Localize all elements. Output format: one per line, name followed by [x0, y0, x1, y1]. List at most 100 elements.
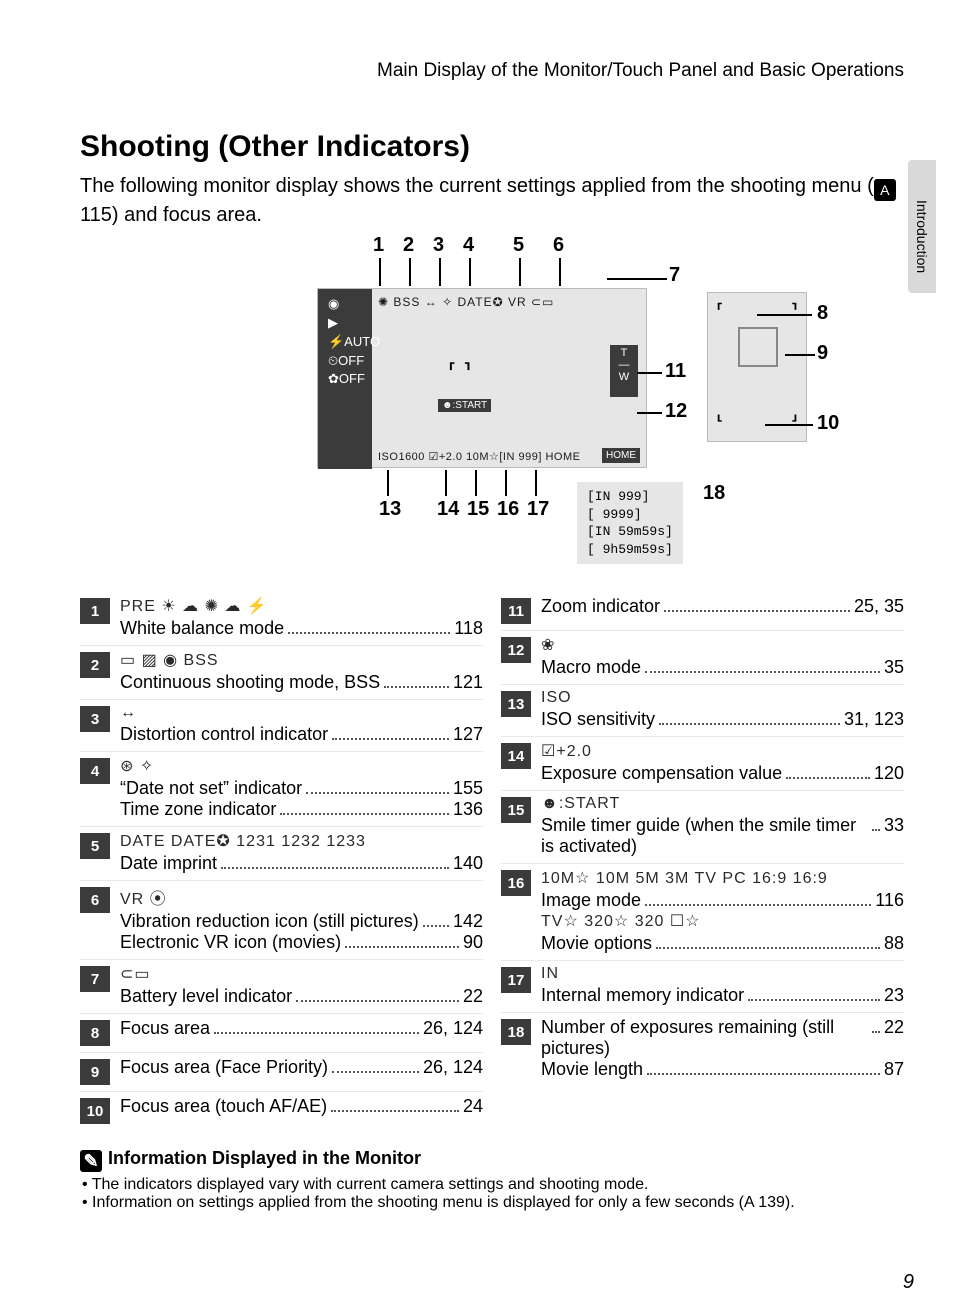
legend-body: Number of exposures remaining (still pic… — [541, 1017, 904, 1080]
callout-10: 10 — [817, 412, 839, 435]
legend-body: ⊂▭Battery level indicator22 — [120, 964, 483, 1007]
legend-body: ↔Distortion control indicator127 — [120, 704, 483, 745]
footer-heading-text: Information Displayed in the Monitor — [108, 1148, 421, 1168]
callout-13: 13 — [379, 498, 401, 521]
section-tab: Introduction — [908, 160, 936, 293]
legend-entry: Date imprint140 — [120, 853, 483, 874]
legend-row-16: 1610M☆ 10M 5M 3M TV PC 16:9 16:9Image mo… — [501, 863, 904, 960]
legend-number: 11 — [501, 598, 531, 624]
leader-dots — [656, 947, 880, 949]
note-icon: ✎ — [80, 1150, 102, 1172]
zoom-control: T—W — [610, 345, 638, 397]
callout-12: 12 — [665, 400, 687, 423]
monitor-diagram: 123456 ◉ ▶ ⚡AUTO ⏲OFF ✿OFF ✺ BSS ↔ ✧ DAT… — [117, 242, 867, 582]
home-button-icon: HOME — [602, 448, 640, 463]
remaining-exposures-block: [IN 999][ 9999][IN 59m59s][ 9h59m59s] — [577, 482, 683, 564]
callout-15: 15 — [467, 498, 489, 521]
footer-heading: ✎ Information Displayed in the Monitor — [80, 1148, 904, 1172]
legend-body: Focus area26, 124 — [120, 1018, 483, 1039]
legend-page-ref: 120 — [874, 763, 904, 784]
lcd-panel: ◉ ▶ ⚡AUTO ⏲OFF ✿OFF ✺ BSS ↔ ✧ DATE✪ VR ⊂… — [317, 288, 647, 468]
lcd-bottom-readout: ISO1600 ☑+2.0 10M☆[IN 999] HOME — [378, 450, 580, 463]
legend-row-3: 3 ↔Distortion control indicator127 — [80, 699, 483, 751]
callout-14: 14 — [437, 498, 459, 521]
legend-row-1: 1 PRE ☀ ☁ ✺ ☁ ⚡White balance mode118 — [80, 592, 483, 645]
legend-number: 10 — [80, 1098, 110, 1124]
bracket-bl: ⸤ — [716, 400, 724, 425]
legend-page-ref: 87 — [884, 1059, 904, 1080]
leader-dots — [645, 671, 880, 673]
callout-8: 8 — [817, 302, 828, 325]
callout-3: 3 — [433, 234, 444, 257]
legend-icons: ⊂▭ — [120, 964, 483, 984]
intro-text: The following monitor display shows the … — [80, 172, 904, 230]
legend-label: Zoom indicator — [541, 596, 660, 617]
leader-dots — [872, 829, 880, 831]
legend-label: White balance mode — [120, 618, 284, 639]
breadcrumb-header: Main Display of the Monitor/Touch Panel … — [377, 60, 904, 82]
face-priority-box — [738, 327, 778, 367]
footer-bullet: • The indicators displayed vary with cur… — [80, 1176, 904, 1194]
legend-entry: Continuous shooting mode, BSS 121 — [120, 672, 483, 693]
legend-entry: Battery level indicator22 — [120, 986, 483, 1007]
legend-icons: ⊛ ✧ — [120, 756, 483, 776]
legend-body: ❀Macro mode35 — [541, 635, 904, 678]
legend-page-ref: 90 — [463, 932, 483, 953]
legend-label: Number of exposures remaining (still pic… — [541, 1017, 868, 1059]
legend-entry: Macro mode35 — [541, 657, 904, 678]
legend-page-ref: 121 — [453, 672, 483, 693]
legend-label: Movie options — [541, 933, 652, 954]
legend-body: ☑+2.0Exposure compensation value120 — [541, 741, 904, 784]
legend-entry: White balance mode118 — [120, 618, 483, 639]
legend-entry: Smile timer guide (when the smile timer … — [541, 815, 904, 857]
legend-body: Zoom indicator25, 35 — [541, 596, 904, 617]
legend-label: Internal memory indicator — [541, 985, 744, 1006]
legend-number: 15 — [501, 797, 531, 823]
legend-page-ref: 26, 124 — [423, 1018, 483, 1039]
legend-row-13: 13ISOISO sensitivity31, 123 — [501, 684, 904, 736]
legend-icons: ISO — [541, 689, 904, 707]
legend-number: 1 — [80, 598, 110, 624]
legend-label: “Date not set” indicator — [120, 778, 302, 799]
legend-page-ref: 127 — [453, 724, 483, 745]
footer-bullet: • Information on settings applied from t… — [80, 1194, 904, 1212]
callout-2: 2 — [403, 234, 414, 257]
callout-11: 11 — [665, 360, 686, 383]
legend-body: 10M☆ 10M 5M 3M TV PC 16:9 16:9Image mode… — [541, 868, 904, 954]
legend-page-ref: 22 — [884, 1017, 904, 1038]
leader-dots — [384, 686, 449, 688]
leader-dots — [872, 1031, 880, 1033]
legend-row-12: 12 ❀Macro mode35 — [501, 630, 904, 684]
legend-number: 4 — [80, 758, 110, 784]
legend-number: 17 — [501, 967, 531, 993]
legend-label: Vibration reduction icon (still pictures… — [120, 911, 419, 932]
legend-entry: Movie options88 — [541, 933, 904, 954]
legend-entry: Image mode116 — [541, 890, 904, 911]
lcd-mode-icons: ◉ ▶ ⚡AUTO ⏲OFF ✿OFF — [328, 295, 380, 389]
remaining-line: [IN 999] — [587, 488, 673, 506]
intro-a: The following monitor display shows the … — [80, 175, 874, 197]
legend-label: Image mode — [541, 890, 641, 911]
legend-row-15: 15 ☻:STARTSmile timer guide (when the smi… — [501, 790, 904, 863]
bracket-tr: ⸣ — [790, 299, 798, 324]
legend-row-8: 8Focus area26, 124 — [80, 1013, 483, 1052]
legend-label: Continuous shooting mode, BSS — [120, 672, 380, 693]
legend-page-ref: 35 — [884, 657, 904, 678]
legend-entry: Electronic VR icon (movies) 90 — [120, 932, 483, 953]
legend-number: 3 — [80, 706, 110, 732]
legend-label: Electronic VR icon (movies) — [120, 932, 341, 953]
legend-label: ISO sensitivity — [541, 709, 655, 730]
legend-number: 12 — [501, 637, 531, 663]
legend-left-column: 1PRE ☀ ☁ ✺ ☁ ⚡White balance mode1182▭ ▨ … — [80, 592, 483, 1130]
legend-entry: Distortion control indicator127 — [120, 724, 483, 745]
legend-body: ☻:STARTSmile timer guide (when the smile… — [541, 795, 904, 857]
legend-entry: Focus area26, 124 — [120, 1018, 483, 1039]
legend-right-column: 11Zoom indicator25, 3512❀Macro mode3513I… — [501, 592, 904, 1130]
leader-dots — [331, 1110, 459, 1112]
leader-dots — [332, 1071, 419, 1073]
legend-icons: PRE ☀ ☁ ✺ ☁ ⚡ — [120, 596, 483, 616]
legend-label: Exposure compensation value — [541, 763, 782, 784]
legend-row-11: 11 Zoom indicator25, 35 — [501, 592, 904, 630]
legend-body: ISOISO sensitivity31, 123 — [541, 689, 904, 730]
leader-dots — [645, 904, 871, 906]
